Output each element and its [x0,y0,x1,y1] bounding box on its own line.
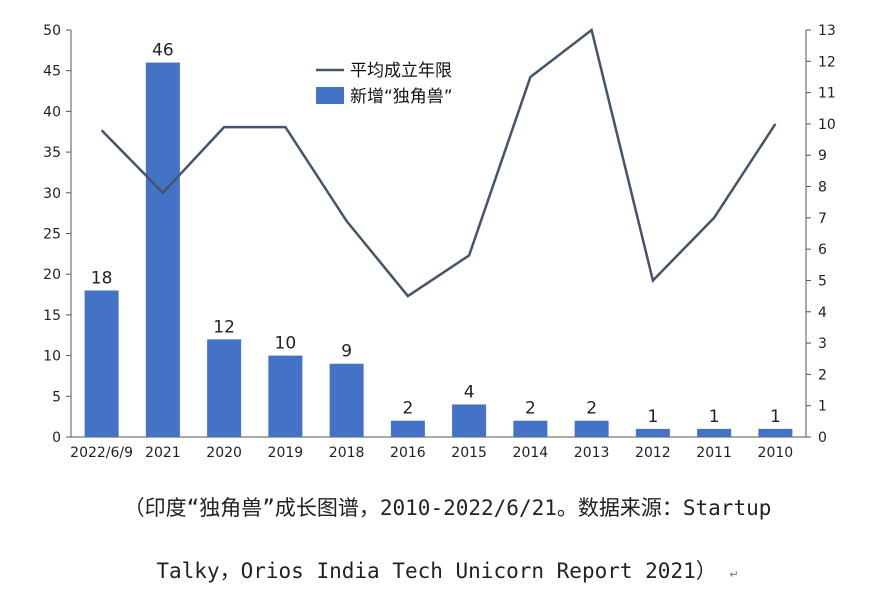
x-tick-label: 2015 [451,445,487,461]
right-tick-label: 0 [818,430,827,446]
left-tick-label: 25 [43,227,61,243]
left-tick-label: 15 [43,308,61,324]
left-tick-label: 40 [43,104,61,120]
right-tick-label: 10 [818,117,836,133]
left-tick-label: 0 [52,430,61,446]
right-tick-label: 1 [818,399,827,415]
left-tick-label: 20 [43,267,61,283]
caption-text-2: Talky，Orios India Tech Unicorn Report 20… [156,559,717,583]
bar [84,290,119,437]
bar-data-label: 2 [586,399,597,419]
legend-bar-label: 新增“独角兽” [350,87,453,107]
bar-data-label: 46 [152,41,174,61]
x-tick-label: 2013 [574,445,610,461]
right-tick-label: 4 [818,305,827,321]
x-tick-label: 2014 [513,445,549,461]
x-tick-label: 2012 [635,445,671,461]
right-tick-label: 6 [818,242,827,258]
bar [268,355,303,437]
x-axis-ticks: 2022/6/9 2021 2020 2019 2018 2016 2015 2014 2013… [70,445,793,461]
right-tick-label: 11 [818,86,836,102]
bar [758,428,793,437]
bar [390,420,425,437]
bar-data-labels: 18 46 12 10 9 2 4 2 2 1 1 1 [91,41,781,427]
right-tick-label: 9 [818,148,827,164]
bar-data-label: 18 [91,268,113,288]
legend: 平均成立年限 新增“独角兽” [316,61,453,107]
bar-data-label: 10 [275,334,297,354]
bar [574,420,609,437]
x-tick-label: 2020 [206,445,242,461]
x-tick-label: 2021 [145,445,181,461]
left-tick-label: 5 [52,389,61,405]
right-tick-label: 12 [818,54,836,70]
bar [697,428,732,437]
right-tick-label: 2 [818,367,827,383]
right-tick-label: 3 [818,336,827,352]
right-tick-label: 8 [818,180,827,196]
bar-data-label: 12 [213,317,235,337]
bar-data-label: 9 [341,342,352,362]
bar-data-label: 1 [770,407,781,427]
bar [452,404,487,437]
x-tick-label: 2010 [758,445,794,461]
bar-data-label: 1 [709,407,720,427]
bar [635,428,670,437]
bar [513,420,548,437]
left-tick-label: 10 [43,349,61,365]
bar-data-label: 4 [464,382,475,402]
paragraph-mark: ↵ [729,568,739,581]
left-tick-label: 50 [43,23,61,39]
bar [207,339,242,437]
bar-data-label: 2 [525,399,536,419]
caption-line-1: （印度“独角兽”成长图谱，2010-2022/6/21。数据来源：Startup [0,492,895,522]
bar [145,62,180,438]
left-tick-label: 35 [43,145,61,161]
left-axis-ticks: 0 5 10 15 20 25 30 35 40 45 50 [43,23,71,446]
bar-series [84,62,793,438]
line-path [100,27,777,298]
legend-line-label: 平均成立年限 [350,61,452,81]
x-tick-label: 2018 [329,445,365,461]
caption-text-1: （印度“独角兽”成长图谱，2010-2022/6/21。数据来源：Startup [123,496,772,520]
x-tick-label: 2016 [390,445,426,461]
x-tick-label: 2019 [268,445,304,461]
x-tick-label: 2022/6/9 [70,445,133,461]
bar-data-label: 2 [402,399,413,419]
bar-data-label: 1 [647,407,658,427]
right-tick-label: 5 [818,273,827,289]
legend-bar-swatch [316,87,344,104]
bar [329,363,364,437]
right-tick-label: 7 [818,211,827,227]
right-tick-label: 13 [818,23,836,39]
left-tick-label: 45 [43,64,61,80]
caption-line-2: Talky，Orios India Tech Unicorn Report 20… [0,555,895,585]
x-tick-label: 2011 [696,445,732,461]
line-series [100,27,777,298]
left-tick-label: 30 [43,186,61,202]
